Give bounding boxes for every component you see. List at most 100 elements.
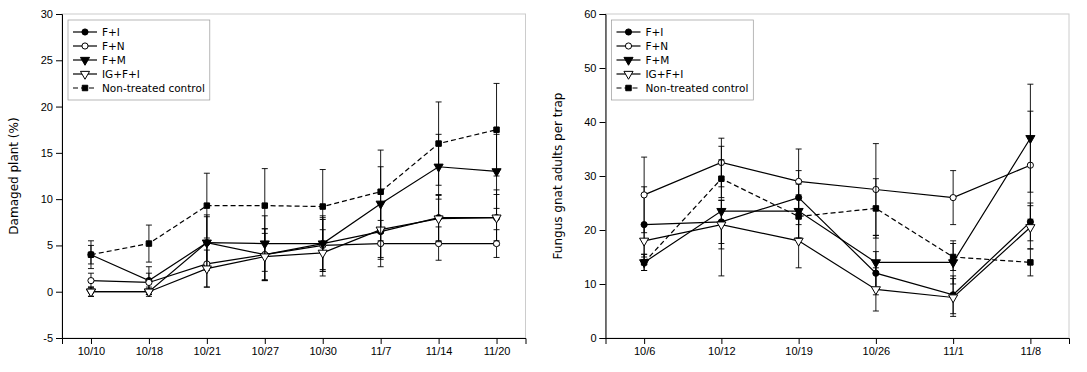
tick-mark <box>600 338 606 339</box>
marker <box>494 127 499 132</box>
tick-label: 5 <box>47 239 53 251</box>
tick-mark <box>56 60 62 61</box>
error-bar <box>436 102 442 185</box>
y-tick: 20 <box>584 224 605 236</box>
marker <box>86 289 95 297</box>
y-tick: -5 <box>43 332 62 344</box>
tick-label: 11/1 <box>943 345 964 357</box>
marker <box>871 260 880 268</box>
error-bar <box>378 150 384 233</box>
legend-frame <box>612 20 754 100</box>
legend-marker <box>82 43 88 49</box>
x-axis: 10/1010/1810/2110/2710/3011/711/1411/20 <box>63 338 527 357</box>
error-bar <box>88 241 94 269</box>
legend-item: Non-treated control <box>617 82 749 94</box>
legend-label: Non-treated control <box>102 82 205 94</box>
y-axis: 0102030405060 <box>584 8 606 344</box>
series <box>88 83 500 268</box>
tick-label: 10/19 <box>785 345 813 357</box>
marker <box>144 289 153 297</box>
plot-frame <box>606 14 1070 338</box>
marker <box>794 238 803 246</box>
tick-mark <box>600 122 606 123</box>
series <box>88 220 500 292</box>
error-bar <box>950 244 956 271</box>
tick-label: 10/30 <box>309 345 337 357</box>
tick-label: 40 <box>584 116 596 128</box>
y-tick: 5 <box>47 239 62 251</box>
legend-marker <box>624 57 633 65</box>
x-tick: 11/14 <box>426 338 453 357</box>
legend-marker <box>80 57 89 65</box>
tick-mark <box>91 338 92 344</box>
tick-mark <box>56 292 62 293</box>
error-bar <box>950 171 956 225</box>
x-tick: 10/18 <box>136 338 164 357</box>
marker <box>719 176 724 181</box>
figure: 10/1010/1810/2110/2710/3011/711/1411/20-… <box>0 0 1087 372</box>
legend-label: F+I <box>102 26 120 38</box>
legend: F+IF+NF+MIG+F+INon-treated control <box>68 20 210 100</box>
error-bar <box>641 254 647 270</box>
y-tick: 10 <box>584 278 605 290</box>
y-tick: 30 <box>584 170 605 182</box>
x-tick: 11/8 <box>1021 338 1042 357</box>
x-tick: 10/27 <box>252 338 280 357</box>
marker <box>871 287 880 295</box>
marker <box>949 295 958 303</box>
error-bar <box>320 170 326 244</box>
legend-item: F+I <box>73 26 120 38</box>
x-axis: 10/6 10/12 10/19 10/26 11/1 11/8 <box>606 338 1070 357</box>
legend-frame <box>68 20 210 100</box>
tick-mark <box>799 338 800 344</box>
marker <box>144 289 153 297</box>
x-tick: 10/26 <box>863 338 891 357</box>
legend-marker <box>82 29 88 35</box>
error-bar <box>873 179 879 238</box>
x-tick: 11/1 <box>943 338 964 357</box>
x-tick: 11/20 <box>484 338 511 357</box>
tick-mark <box>323 338 324 344</box>
tick-label: 11/14 <box>426 345 453 357</box>
marker <box>146 279 152 285</box>
legend-item: F+N <box>73 40 125 52</box>
error-bar <box>262 169 268 243</box>
x-tick: 10/21 <box>194 338 222 357</box>
marker <box>260 254 269 262</box>
tick-label: 10/6 <box>634 345 655 357</box>
tick-mark <box>953 338 954 344</box>
tick-label: 10/10 <box>78 345 106 357</box>
marker <box>88 252 94 258</box>
series-line <box>91 218 497 292</box>
error-bar <box>796 195 802 238</box>
error-bar <box>88 273 94 288</box>
legend-label: IG+F+I <box>646 68 684 80</box>
series <box>640 200 1035 316</box>
tick-mark <box>56 199 62 200</box>
tick-label: 11/20 <box>484 345 511 357</box>
series <box>641 111 1033 235</box>
marker <box>146 241 151 246</box>
marker <box>641 192 647 198</box>
tick-label: 10/18 <box>136 345 164 357</box>
y-axis: -5051015202530 <box>41 8 63 344</box>
marker <box>436 141 441 146</box>
y-axis-title: Damaged plant (%) <box>7 117 21 234</box>
x-tick: 10/10 <box>78 338 106 357</box>
x-tick: 10/6 <box>634 338 655 357</box>
x-tick: 10/12 <box>708 338 736 357</box>
tick-mark <box>56 245 62 246</box>
tick-label: 10 <box>41 193 53 205</box>
marker <box>434 216 443 224</box>
tick-label: 0 <box>47 286 53 298</box>
plot-area <box>640 84 1035 316</box>
legend-marker <box>626 85 631 90</box>
tick-label: 30 <box>584 170 596 182</box>
marker <box>262 203 267 208</box>
marker <box>796 178 802 184</box>
legend-label: Non-treated control <box>646 82 749 94</box>
tick-mark <box>600 68 606 69</box>
tick-label: 20 <box>584 224 596 236</box>
y-tick: 10 <box>41 193 62 205</box>
marker <box>1026 225 1035 233</box>
